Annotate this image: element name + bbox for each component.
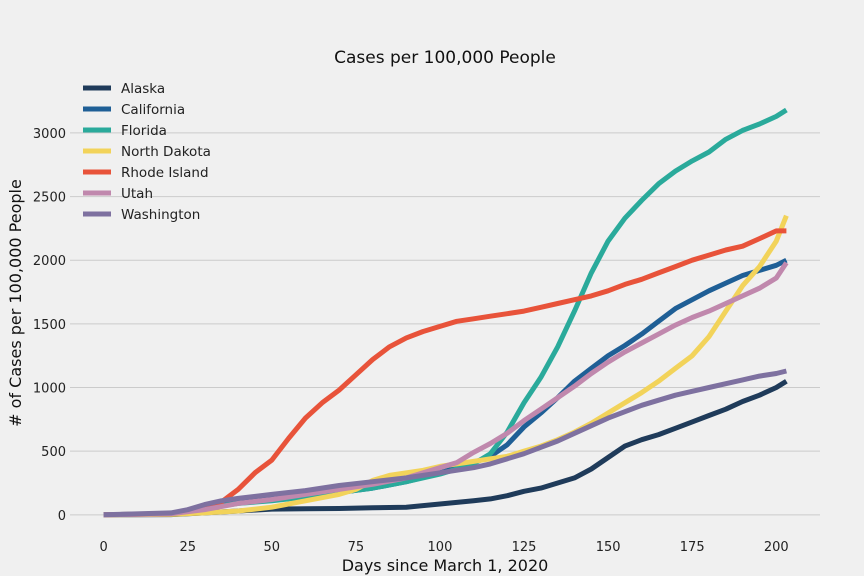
legend-label: Utah [121, 186, 153, 202]
y-tick-label: 1000 [33, 382, 66, 397]
y-tick-label: 0 [58, 509, 66, 524]
x-tick-label: 100 [428, 540, 453, 555]
legend-label: Rhode Island [121, 165, 209, 181]
x-tick-label: 50 [264, 540, 281, 555]
series-line-rhode-island [103, 228, 787, 518]
y-tick-label: 500 [41, 445, 66, 460]
legend-label: California [121, 102, 185, 118]
y-axis-label: # of Cases per 100,000 People [6, 179, 25, 427]
legend-label: Florida [121, 123, 167, 139]
y-tick-label: 3000 [33, 127, 66, 142]
legend-label: North Dakota [121, 144, 211, 160]
legend-label: Washington [121, 207, 200, 223]
x-tick-label: 75 [348, 540, 365, 555]
x-tick-label: 25 [179, 540, 196, 555]
legend: Alaska California Florida North Dakota Rhode… [83, 81, 211, 223]
x-tick-label: 175 [680, 540, 705, 555]
series-line-florida [103, 107, 788, 518]
y-tick-label: 1500 [33, 318, 66, 333]
series-line-alaska [103, 379, 788, 518]
y-tick-label: 2000 [33, 254, 66, 269]
series-line-utah [103, 261, 789, 518]
x-tick-label: 0 [99, 540, 107, 555]
series-line-washington [103, 368, 788, 518]
x-tick-labels: 0 25 50 75 100 125 150 175 200 [99, 540, 788, 555]
series-lines [103, 107, 789, 518]
x-axis-label: Days since March 1, 2020 [342, 556, 549, 575]
legend-label: Alaska [121, 81, 165, 97]
x-tick-label: 200 [764, 540, 789, 555]
x-tick-label: 125 [512, 540, 537, 555]
chart-title: Cases per 100,000 People [334, 48, 556, 68]
y-tick-labels: 0 500 1000 1500 2000 2500 3000 [33, 127, 66, 524]
y-tick-label: 2500 [33, 191, 66, 206]
x-tick-label: 150 [596, 540, 621, 555]
